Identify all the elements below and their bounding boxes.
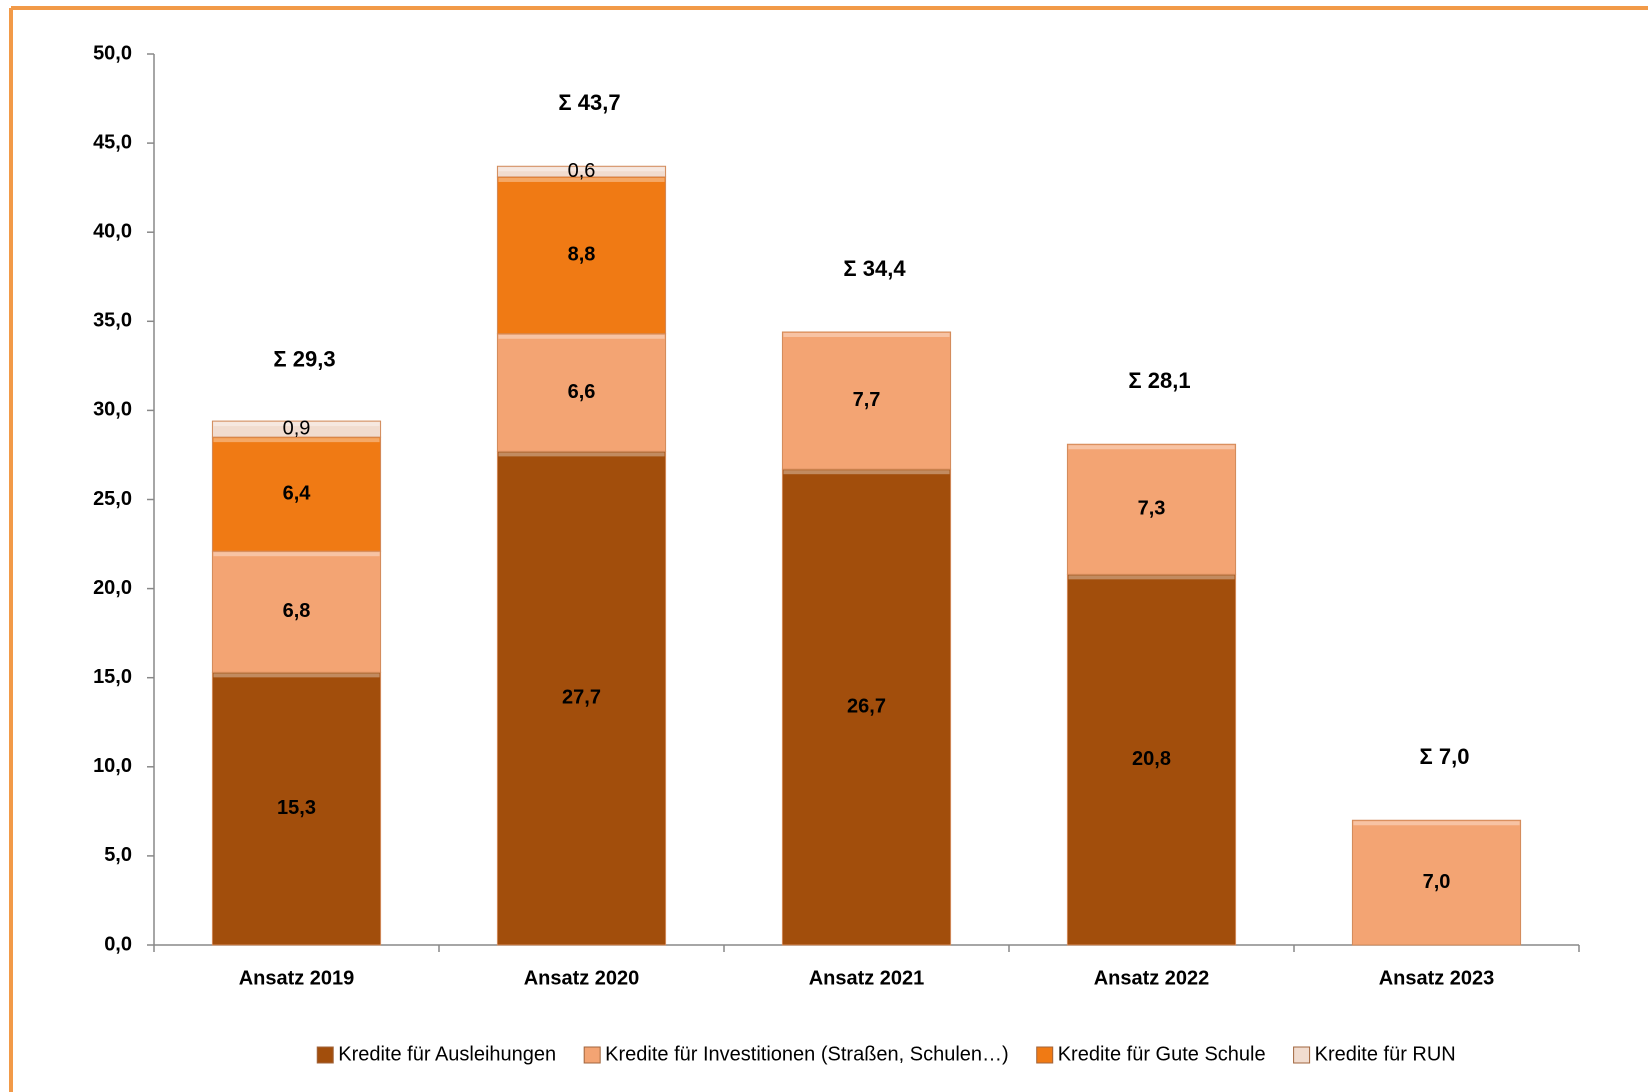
legend-label: Kredite für Gute Schule — [1058, 1043, 1266, 1065]
bar-segment — [211, 420, 382, 438]
bar-highlight — [213, 673, 380, 678]
bar-highlight — [783, 470, 950, 475]
y-tick-label: 45,0 — [93, 131, 132, 153]
bar-segment — [1066, 443, 1237, 575]
y-tick-label: 35,0 — [93, 310, 132, 332]
value-label: 0,9 — [283, 417, 311, 439]
legend-label: Kredite für RUN — [1315, 1043, 1456, 1065]
value-label: 8,8 — [568, 244, 596, 266]
legend-label: Kredite für Ausleihungen — [338, 1043, 556, 1065]
y-tick-label: 25,0 — [93, 488, 132, 510]
x-tick-label: Ansatz 2020 — [524, 967, 640, 989]
bar-highlight — [498, 177, 665, 182]
bar-segment — [496, 450, 667, 946]
bar-segment — [781, 331, 952, 470]
legend-swatch — [1293, 1046, 1311, 1064]
legend: Kredite für Ausleihungen Kredite für Inve… — [316, 1043, 1456, 1065]
legend-swatch — [1036, 1046, 1054, 1064]
bar-highlight — [1068, 575, 1235, 580]
value-label: 7,0 — [1423, 871, 1451, 893]
value-label: 7,7 — [853, 389, 881, 411]
value-label: 15,3 — [277, 797, 316, 819]
bar-segment — [211, 550, 382, 673]
value-label: 6,6 — [568, 381, 596, 403]
total-label: Σ 43,7 — [558, 90, 620, 115]
bar-segment — [496, 333, 667, 452]
bar-highlight — [213, 552, 380, 557]
x-tick-label: Ansatz 2019 — [239, 967, 355, 989]
total-label: Σ 28,1 — [1128, 368, 1190, 393]
y-tick-label: 40,0 — [93, 220, 132, 242]
x-tick-label: Ansatz 2023 — [1379, 967, 1495, 989]
y-tick-label: 10,0 — [93, 755, 132, 777]
x-tick-label: Ansatz 2021 — [809, 967, 925, 989]
bar-highlight — [1068, 445, 1235, 450]
bar-highlight — [498, 167, 665, 172]
bar-segment — [211, 671, 382, 946]
total-label: Σ 7,0 — [1420, 744, 1470, 769]
value-label: 6,8 — [283, 600, 311, 622]
bar-segment — [1066, 573, 1237, 946]
value-label: 0,6 — [568, 160, 596, 182]
value-label: 6,4 — [283, 482, 312, 504]
bar-segment — [781, 468, 952, 946]
bar-highlight — [213, 422, 380, 427]
y-tick-label: 30,0 — [93, 399, 132, 421]
value-label: 7,3 — [1138, 498, 1166, 520]
value-label: 26,7 — [847, 695, 886, 717]
bar-segment — [1351, 819, 1522, 946]
legend-swatch — [316, 1046, 334, 1064]
bar-segment — [496, 165, 667, 178]
y-tick-label: 20,0 — [93, 577, 132, 599]
legend-label: Kredite für Investitionen (Straßen, Schu… — [605, 1043, 1009, 1065]
bar-highlight — [783, 332, 950, 337]
value-label: 20,8 — [1132, 748, 1171, 770]
total-label: Σ 29,3 — [273, 347, 335, 372]
y-tick-label: 50,0 — [93, 42, 132, 64]
bar-highlight — [498, 334, 665, 339]
y-tick-label: 5,0 — [104, 844, 132, 866]
x-tick-label: Ansatz 2022 — [1094, 967, 1210, 989]
y-tick-label: 0,0 — [104, 933, 132, 955]
value-label: 27,7 — [562, 686, 601, 708]
bar-segment — [496, 176, 667, 335]
total-label: Σ 34,4 — [843, 256, 906, 281]
bar-highlight — [1353, 821, 1520, 826]
bar-highlight — [498, 452, 665, 457]
legend-swatch — [583, 1046, 601, 1064]
bar-highlight — [213, 438, 380, 443]
bar-segment — [211, 436, 382, 552]
y-tick-label: 15,0 — [93, 666, 132, 688]
